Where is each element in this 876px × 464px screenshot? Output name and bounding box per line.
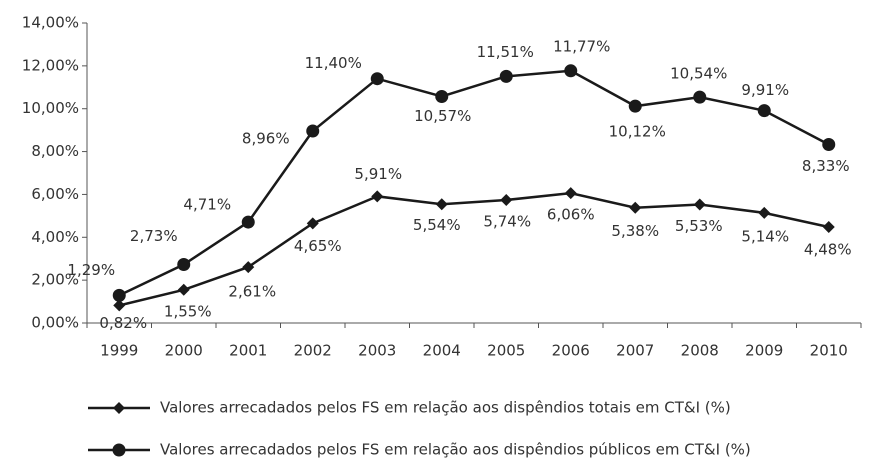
y-tick-label: 12,00%: [22, 56, 79, 74]
y-tick-label: 14,00%: [22, 14, 79, 32]
data-label: 2,61%: [228, 283, 276, 301]
x-tick-label: 2006: [552, 342, 590, 360]
y-tick-label: 0,00%: [31, 314, 79, 332]
data-label: 11,40%: [305, 54, 362, 72]
data-label: 4,71%: [183, 196, 231, 214]
x-tick-label: 2008: [681, 342, 719, 360]
point: [629, 201, 642, 214]
data-label: 10,57%: [414, 107, 471, 125]
data-label: 11,51%: [477, 43, 534, 61]
data-label: 5,74%: [483, 213, 531, 231]
data-label: 9,91%: [741, 81, 789, 99]
data-label: 1,55%: [164, 302, 212, 320]
data-label: 5,53%: [675, 217, 723, 235]
point: [306, 217, 319, 230]
point: [628, 99, 642, 113]
point: [435, 198, 448, 211]
x-tick-label: 2003: [358, 342, 396, 360]
point: [564, 187, 577, 200]
point: [370, 72, 384, 86]
x-tick-label: 2010: [810, 342, 848, 360]
data-label: 5,54%: [413, 216, 461, 234]
point: [693, 198, 706, 211]
legend-label: Valores arrecadados pelos FS em relação …: [160, 399, 731, 417]
point: [306, 124, 320, 138]
data-label: 1,29%: [67, 261, 115, 279]
y-tick-label: 10,00%: [22, 99, 79, 117]
point: [113, 299, 126, 312]
data-label: 5,38%: [611, 222, 659, 240]
data-label: 11,77%: [553, 37, 610, 55]
x-tick-label: 1999: [100, 342, 138, 360]
point: [112, 288, 126, 302]
y-tick-label: 2,00%: [31, 271, 79, 289]
point: [693, 90, 707, 104]
data-label: 10,12%: [609, 123, 666, 141]
series-line: [118, 191, 830, 307]
x-tick-label: 2009: [745, 342, 783, 360]
point: [242, 261, 255, 274]
point: [241, 215, 255, 229]
point: [177, 283, 190, 296]
point: [822, 221, 835, 233]
point: [371, 190, 384, 203]
data-label: 0,82%: [99, 314, 147, 332]
data-label: 4,65%: [294, 237, 342, 255]
x-tick-label: 2007: [616, 342, 654, 360]
data-label: 2,73%: [130, 227, 178, 245]
x-tick-label: 2005: [487, 342, 525, 360]
point: [499, 69, 513, 83]
x-tick-label: 2000: [165, 342, 203, 360]
data-label: 8,96%: [242, 130, 290, 148]
x-tick-label: 2004: [423, 342, 461, 360]
data-label: 10,54%: [670, 65, 727, 83]
legend-label: Valores arrecadados pelos FS em relação …: [160, 441, 751, 459]
point: [177, 258, 191, 271]
point: [113, 402, 125, 414]
y-tick-label: 6,00%: [31, 185, 79, 203]
series-line: [118, 69, 830, 297]
point: [758, 206, 771, 219]
data-label: 6,06%: [547, 206, 595, 224]
point: [757, 104, 771, 118]
x-tick-label: 2001: [229, 342, 267, 360]
data-label: 4,48%: [804, 241, 852, 259]
y-tick-label: 4,00%: [31, 228, 79, 246]
x-tick-label: 2002: [294, 342, 332, 360]
data-label: 5,14%: [741, 227, 789, 245]
data-label: 5,91%: [354, 165, 402, 183]
point: [564, 64, 578, 78]
point: [500, 194, 513, 206]
data-label: 8,33%: [802, 157, 850, 175]
point: [822, 138, 836, 151]
y-tick-label: 8,00%: [31, 142, 79, 160]
point: [435, 90, 449, 103]
point: [112, 443, 126, 457]
